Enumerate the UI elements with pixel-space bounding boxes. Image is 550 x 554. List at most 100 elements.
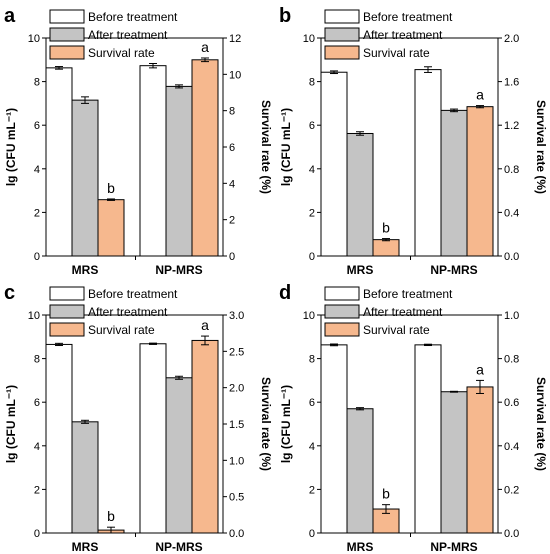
bar-before-0 <box>320 344 348 534</box>
legend-label: After treatment <box>363 28 443 42</box>
legend-swatch <box>49 27 85 42</box>
y-tick-label-right: 3.0 <box>229 310 244 322</box>
legend-swatch <box>49 45 85 60</box>
category-label: MRS <box>347 540 374 554</box>
y-tick-label-right: 1.6 <box>504 77 519 89</box>
y-tick-label-right: 0.0 <box>229 528 244 540</box>
bar-survival-1 <box>466 106 494 257</box>
y-tick-label-right: 8 <box>229 106 235 118</box>
bar-survival-1 <box>191 59 219 257</box>
legend-label: Survival rate <box>88 46 155 60</box>
legend-label: Survival rate <box>88 323 155 337</box>
significance-label: b <box>382 220 390 236</box>
y-axis-label-right: Survival rate (%) <box>534 377 548 471</box>
bar-before-1 <box>139 343 167 534</box>
y-tick-label-right: 2.0 <box>504 33 519 45</box>
y-tick-label-right: 0.8 <box>504 354 519 366</box>
y-tick-label-left: 4 <box>309 441 315 453</box>
bar-after-1 <box>440 109 468 257</box>
y-tick-label-right: 10 <box>229 69 241 81</box>
category-label: NP-MRS <box>155 540 202 554</box>
y-axis-label-right: Survival rate (%) <box>259 100 273 194</box>
bar-survival-1 <box>466 386 494 534</box>
y-tick-label-left: 6 <box>309 397 315 409</box>
y-tick-label-left: 6 <box>34 120 40 132</box>
y-tick-label-right: 0.2 <box>504 484 519 496</box>
y-axis-label: lg (CFU mL⁻¹) <box>4 108 18 186</box>
bar-survival-0 <box>372 239 400 257</box>
legend-label: Survival rate <box>363 323 430 337</box>
bar-before-0 <box>45 67 73 257</box>
legend-swatch <box>49 304 85 319</box>
y-axis-label-right: Survival rate (%) <box>534 100 548 194</box>
y-tick-label-left: 0 <box>309 528 315 540</box>
panel-c: c b MRS a NP-MRS 0 2 4 6 8 10 0.0 0.5 1.0 1.5 2.0 2.5 3.0… <box>0 277 275 554</box>
y-tick-label-left: 10 <box>303 33 315 45</box>
y-tick-label-left: 10 <box>28 33 40 45</box>
legend-swatch <box>324 9 360 24</box>
y-tick-label-left: 6 <box>34 397 40 409</box>
legend-label: After treatment <box>88 28 168 42</box>
bar-before-0 <box>320 71 348 257</box>
y-tick-label-left: 2 <box>309 207 315 219</box>
y-tick-label-left: 0 <box>34 251 40 263</box>
legend-swatch <box>49 286 85 301</box>
y-tick-label-right: 0.8 <box>504 164 519 176</box>
panel-d: d b MRS a NP-MRS 0 2 4 6 8 10 0.0 0.2 0.4 0.6 0.8 1.0 lg … <box>275 277 550 554</box>
legend-swatch <box>324 27 360 42</box>
category-label: NP-MRS <box>430 540 477 554</box>
bar-after-1 <box>165 377 193 534</box>
y-tick-label-right: 1.0 <box>229 455 244 467</box>
legend-label: After treatment <box>363 305 443 319</box>
legend-label: Before treatment <box>363 10 453 24</box>
y-tick-label-left: 8 <box>34 77 40 89</box>
y-tick-label-left: 8 <box>34 354 40 366</box>
y-tick-label-right: 6 <box>229 142 235 154</box>
category-label: NP-MRS <box>155 263 202 277</box>
y-tick-label-right: 0.4 <box>504 207 519 219</box>
y-tick-label-left: 10 <box>28 310 40 322</box>
y-tick-label-right: 2.0 <box>229 383 244 395</box>
legend-swatch <box>49 322 85 337</box>
y-tick-label-left: 8 <box>309 77 315 89</box>
bar-after-1 <box>440 391 468 534</box>
y-tick-label-left: 0 <box>34 528 40 540</box>
legend-swatch <box>324 322 360 337</box>
y-tick-label-right: 0 <box>229 251 235 263</box>
bar-after-0 <box>346 408 374 534</box>
legend-label: Survival rate <box>363 46 430 60</box>
chart-b: b b MRS a NP-MRS 0 2 4 6 8 10 0.0 0.4 0.8 1.2 1.6 2.0 lg … <box>279 5 548 277</box>
y-tick-label-right: 0.6 <box>504 397 519 409</box>
category-label: MRS <box>72 263 99 277</box>
y-tick-label-right: 0.0 <box>504 251 519 263</box>
legend-label: Before treatment <box>88 287 178 301</box>
y-tick-label-left: 6 <box>309 120 315 132</box>
panel-label: d <box>279 282 291 304</box>
legend-swatch <box>324 45 360 60</box>
legend-swatch <box>324 286 360 301</box>
bar-after-0 <box>346 132 374 257</box>
bar-before-1 <box>414 69 442 257</box>
y-tick-label-right: 4 <box>229 178 235 190</box>
y-tick-label-left: 2 <box>34 207 40 219</box>
y-tick-label-right: 2.5 <box>229 346 244 358</box>
y-tick-label-right: 1.5 <box>229 419 244 431</box>
bar-before-1 <box>139 65 167 257</box>
bar-survival-1 <box>191 339 219 534</box>
significance-label: b <box>107 180 115 196</box>
y-tick-label-right: 1.2 <box>504 120 519 132</box>
y-axis-label: lg (CFU mL⁻¹) <box>4 385 18 463</box>
y-tick-label-right: 1.0 <box>504 310 519 322</box>
significance-label: a <box>201 39 209 55</box>
y-tick-label-left: 2 <box>309 484 315 496</box>
significance-label: b <box>382 486 390 502</box>
chart-a: a b MRS a NP-MRS 0 2 4 6 8 10 0 2 4 6 8 10 12 lg (CFU mL⁻¹… <box>4 5 273 277</box>
y-tick-label-left: 10 <box>303 310 315 322</box>
bar-before-0 <box>45 343 73 534</box>
bar-before-1 <box>414 344 442 534</box>
bar-survival-0 <box>97 199 125 257</box>
panel-label: c <box>4 282 15 304</box>
y-tick-label-right: 0.4 <box>504 441 519 453</box>
bar-after-1 <box>165 85 193 257</box>
y-axis-label: lg (CFU mL⁻¹) <box>279 385 293 463</box>
